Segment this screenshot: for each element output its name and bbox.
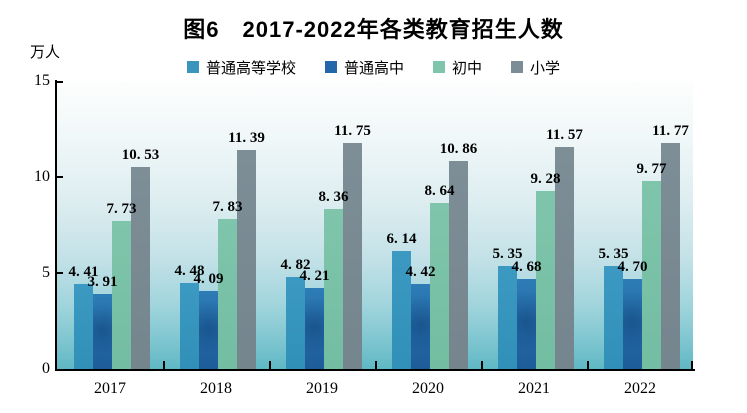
- x-axis-tick: [691, 361, 693, 369]
- x-axis-tick: [481, 361, 483, 369]
- bar-value-label: 11. 57: [546, 126, 583, 143]
- bar-series0-2018: [180, 283, 199, 369]
- legend-marker-primary-school: [511, 61, 524, 73]
- bar-value-label: 9. 77: [636, 161, 667, 178]
- bar-value-label: 4. 09: [193, 270, 224, 287]
- bar-series2-2020: [430, 203, 449, 369]
- bar-series3-2021: [555, 146, 574, 369]
- y-axis-line: [55, 80, 57, 370]
- legend-label-primary-school: 小学: [530, 59, 561, 77]
- bar-value-label: 11. 77: [652, 123, 689, 139]
- plot-area: 4. 41 4. 48 4. 82 6. 14 5. 35 5. 35 3. 91 4. 09…: [57, 81, 693, 369]
- x-axis-tick-label-2019: 2019: [306, 380, 338, 397]
- y-axis-tick: [57, 81, 63, 83]
- bar-value-label: 11. 39: [228, 130, 265, 147]
- x-axis-tick: [375, 361, 377, 369]
- x-axis-tick-label-2018: 2018: [200, 380, 232, 397]
- legend-item-primary-school: 小学: [511, 57, 560, 78]
- bar-value-label: 4. 41: [68, 264, 99, 281]
- bar-value-label: 8. 64: [424, 183, 455, 200]
- chart-title: 图6 2017-2022年各类教育招生人数: [183, 17, 564, 42]
- bar-value-label: 4. 68: [511, 259, 542, 276]
- x-axis-tick-label-2017: 2017: [94, 380, 126, 397]
- bar-series1-2020: [411, 284, 430, 369]
- x-axis-tick: [163, 361, 165, 369]
- bar-series2-2021: [536, 190, 555, 369]
- legend-item-higher-education: 普通高等学校: [186, 57, 296, 78]
- bar-series1-2021: [517, 279, 536, 369]
- legend-label-higher-education: 普通高等学校: [205, 59, 296, 77]
- x-axis-tick-label-2020: 2020: [412, 380, 444, 397]
- y-axis-tick-label: 5: [42, 264, 50, 281]
- y-axis-tick-label: 15: [34, 72, 50, 89]
- legend-label-senior-high: 普通高中: [343, 59, 404, 77]
- legend-marker-senior-high: [324, 61, 337, 73]
- legend-marker-junior-high: [433, 61, 445, 73]
- bar-series3-2020: [449, 160, 468, 369]
- bar-value-label: 4. 21: [299, 268, 330, 285]
- y-axis-tick: [57, 176, 63, 178]
- bar-value-label: 9. 28: [530, 170, 561, 187]
- bar-value-label: 6. 14: [386, 231, 417, 248]
- bar-series3-2017: [131, 166, 150, 369]
- x-axis-tick: [269, 361, 271, 369]
- bar-series0-2021: [498, 266, 517, 369]
- y-axis-tick-label: 10: [34, 168, 50, 185]
- bar-series3-2022: [661, 143, 680, 369]
- y-axis-unit-label: 万人: [30, 44, 61, 61]
- bar-series0-2020: [392, 251, 411, 369]
- bar-series1-2017: [93, 293, 112, 369]
- bar-series1-2018: [199, 290, 218, 369]
- bar-series2-2018: [218, 218, 237, 369]
- x-axis-tick-label-2022: 2022: [624, 380, 656, 397]
- x-axis-tick-label-2021: 2021: [518, 380, 550, 397]
- legend-item-senior-high: 普通高中: [324, 57, 404, 78]
- bar-value-label: 3. 91: [87, 273, 118, 290]
- legend-item-junior-high: 初中: [433, 57, 482, 78]
- bar-value-label: 4. 42: [405, 264, 436, 281]
- x-axis-tick-labels: 2017 2018 2019 2020 2021 2022: [57, 380, 693, 400]
- legend-label-junior-high: 初中: [452, 59, 483, 77]
- legend: 普通高等学校 普通高中 初中 小学: [0, 57, 747, 78]
- x-axis-line: [55, 369, 695, 371]
- bar-value-label: 4. 70: [617, 258, 648, 275]
- bar-series2-2017: [112, 220, 131, 369]
- bar-series3-2018: [237, 150, 256, 369]
- bar-value-label: 4. 82: [280, 256, 311, 273]
- bar-series1-2019: [305, 288, 324, 369]
- y-axis-tick: [57, 272, 63, 274]
- bar-series3-2019: [343, 143, 362, 369]
- legend-marker-higher-education: [186, 61, 199, 73]
- bar-value-label: 10. 86: [439, 140, 478, 157]
- y-axis-tick-label: 0: [42, 360, 50, 377]
- bar-value-label: 5. 35: [492, 246, 523, 263]
- bar-series0-2022: [604, 266, 623, 369]
- bar-value-label: 10. 53: [121, 146, 160, 163]
- bar-value-label: 7. 83: [212, 198, 243, 215]
- bar-value-label: 5. 35: [598, 246, 629, 263]
- bar-value-label: 4. 48: [174, 263, 205, 279]
- bar-value-label: 11. 75: [334, 123, 371, 140]
- bar-value-label: 8. 36: [318, 188, 349, 205]
- x-axis-tick: [587, 361, 589, 369]
- y-axis-tick-labels: 0 5 10 15: [0, 72, 50, 377]
- bar-series0-2019: [286, 276, 305, 369]
- bar-series2-2019: [324, 208, 343, 369]
- bar-series2-2022: [642, 181, 661, 369]
- bar-series1-2022: [623, 278, 642, 369]
- bar-series0-2017: [74, 284, 93, 369]
- bar-value-label: 7. 73: [106, 200, 137, 217]
